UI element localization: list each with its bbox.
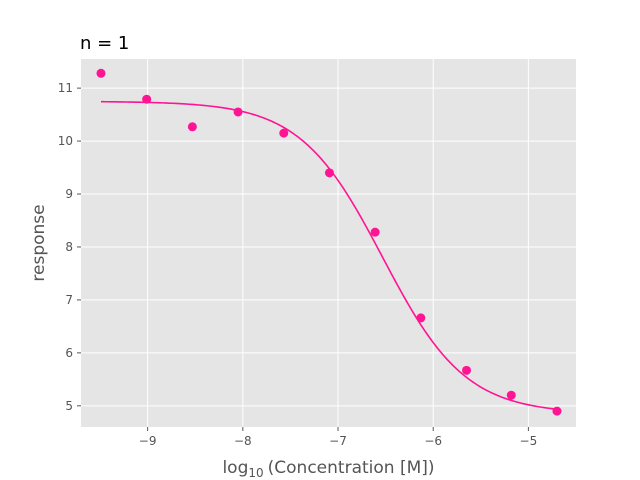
- plot-area: [81, 59, 576, 427]
- x-tick-label: −6: [424, 434, 442, 448]
- grid: [81, 59, 576, 427]
- y-axis-label: response: [29, 204, 49, 281]
- x-axis-label: log10 (Concentration [M]): [222, 458, 434, 480]
- x-tick-label: −9: [139, 434, 157, 448]
- x-tick-label: −7: [329, 434, 347, 448]
- y-tick-label: 8: [65, 240, 73, 254]
- x-tick-label: −8: [234, 434, 252, 448]
- data-point: [416, 313, 426, 323]
- data-point: [552, 406, 562, 416]
- y-tick-label: 10: [58, 134, 73, 148]
- y-tick-label: 6: [65, 346, 73, 360]
- y-tick-label: 7: [65, 293, 73, 307]
- fit-curve: [100, 100, 558, 411]
- data-point: [279, 128, 289, 138]
- data-point: [324, 168, 334, 178]
- x-axis-label-base: log: [222, 458, 248, 478]
- x-tick-label: −5: [520, 434, 538, 448]
- data-point: [462, 365, 472, 375]
- y-tick-label: 9: [65, 187, 73, 201]
- y-tick-label: 11: [58, 81, 73, 95]
- data-point: [506, 390, 516, 400]
- data-point: [142, 94, 152, 104]
- x-axis-label-subscript: 10: [248, 466, 263, 480]
- x-axis-label-rest: (Concentration [M]): [268, 458, 435, 478]
- data-point: [187, 122, 197, 132]
- data-point: [233, 107, 243, 117]
- chart-title: n = 1: [80, 33, 129, 54]
- y-tick-label: 5: [65, 399, 73, 413]
- data-point: [370, 227, 380, 237]
- data-point: [96, 68, 106, 78]
- axis-ticks: −9 −8 −7 −6 −5 5 6 7 8 9 10 11: [58, 81, 538, 448]
- series-layer: [96, 68, 562, 416]
